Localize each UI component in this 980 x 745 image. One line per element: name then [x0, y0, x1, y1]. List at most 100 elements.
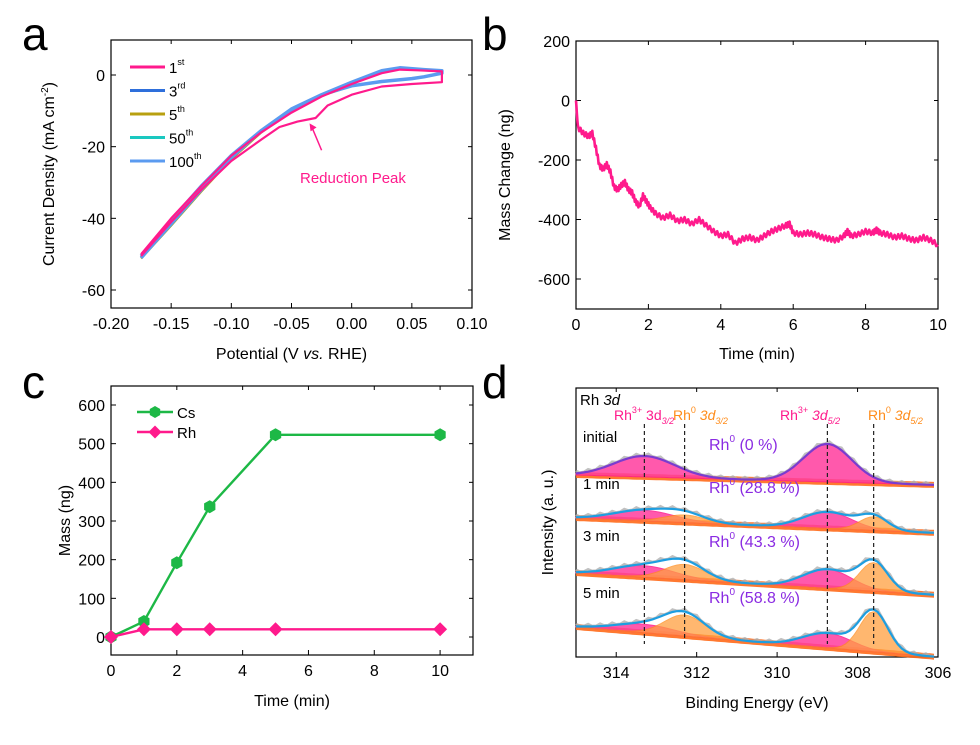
- annotation-arrow-head: [309, 123, 317, 132]
- y-axis-label: Mass Change (ng): [497, 109, 514, 241]
- x-axis-label: Potential (V vs. RHE): [216, 346, 367, 363]
- peak-label-sub: 5/2: [910, 416, 923, 426]
- rh0-percentage: Rh0 (0 %): [709, 434, 778, 454]
- y-tick-label: -40: [82, 211, 105, 228]
- rh0-text: Rh: [709, 534, 729, 551]
- x-tick-label: -0.05: [273, 316, 310, 333]
- legend-label-50th: 50th: [169, 128, 193, 148]
- x-tick-label: 308: [844, 665, 871, 682]
- rh0-value: (58.8 %): [735, 590, 800, 607]
- x-axis-label-italic: vs.: [303, 346, 323, 363]
- x-axis-label: Binding Energy (eV): [685, 695, 828, 712]
- series-line-Cs: [110, 433, 441, 639]
- peak-label-sup: 0: [886, 405, 891, 415]
- chart-b-mass-change: 0 2 4 6 8 10 200 0 -200 -400 -600 Time (min) Mass Ch…: [497, 34, 947, 363]
- marker-Cs: [434, 428, 446, 442]
- y-tick-label: 600: [78, 398, 105, 415]
- x-tick-label: 314: [603, 665, 630, 682]
- envelope-fit: [575, 442, 935, 486]
- peak-label-sup: 3+: [798, 405, 808, 415]
- plot-frame: [575, 387, 939, 658]
- x-axis-label: Time (min): [254, 693, 330, 710]
- marker-Rh: [433, 622, 448, 637]
- x-tick-label: 2: [172, 663, 181, 680]
- annotation-reduction-peak: Reduction Peak: [300, 170, 406, 187]
- legend-label-100th: 100th: [169, 151, 202, 171]
- x-tick-label: 6: [304, 663, 313, 680]
- chart-a-cyclic-voltammetry: -0.20 -0.15 -0.10 -0.05 0.00 0.05 0.10 0 -20 -40 -…: [40, 39, 488, 363]
- marker-Rh: [202, 622, 217, 637]
- x-tick-label: 0.00: [336, 316, 367, 333]
- title-element: Rh: [580, 392, 603, 409]
- y-tick-label: -60: [82, 283, 105, 300]
- rh0-value: (43.3 %): [735, 534, 800, 551]
- marker-Cs: [204, 500, 216, 514]
- legend-label-sup: st: [177, 57, 185, 67]
- legend-label-num: 1: [169, 60, 177, 77]
- plot-frame: [110, 39, 473, 309]
- y-tick-label: -600: [538, 272, 570, 289]
- rh0-text: Rh: [709, 590, 729, 607]
- legend-label-num: 100: [169, 154, 194, 171]
- spectrum-label: 3 min: [583, 528, 620, 545]
- marker-Rh: [136, 622, 151, 637]
- x-tick-label: 312: [683, 665, 710, 682]
- legend-label-sup: rd: [177, 81, 185, 91]
- y-tick-label: -200: [538, 153, 570, 170]
- x-axis-label-text: Potential (V: [216, 346, 303, 363]
- legend-label-1st: 1st: [169, 57, 185, 77]
- rh0-sup: 0: [729, 477, 735, 488]
- legend-label-sup: th: [194, 151, 202, 161]
- mass-change-line: [574, 100, 939, 248]
- y-tick-label: 0: [561, 94, 570, 111]
- x-axis-label-text: RHE): [324, 346, 368, 363]
- legend-label-3rd: 3rd: [169, 81, 185, 101]
- x-tick-label: 310: [764, 665, 791, 682]
- legend-label-5th: 5th: [169, 104, 185, 124]
- y-tick-label: 100: [78, 591, 105, 608]
- x-tick-label: 10: [929, 317, 947, 334]
- peak-label-element: Rh: [780, 407, 798, 423]
- peak-label-element: Rh: [673, 407, 691, 423]
- peak-label-sub: 3/2: [662, 416, 675, 426]
- x-tick-label: 2: [644, 317, 653, 334]
- cv-curve-1st: [140, 68, 443, 257]
- y-tick-label: 200: [543, 34, 570, 51]
- legend-label-Cs: Cs: [177, 405, 195, 422]
- legend-label-num: 3: [169, 84, 177, 101]
- envelope-fit: [575, 507, 935, 534]
- x-tick-label: 4: [716, 317, 725, 334]
- peak-label-orbital: 3d: [891, 407, 912, 423]
- x-tick-label: 306: [925, 665, 952, 682]
- peak-label-sub: 3/2: [715, 416, 728, 426]
- rh0-sup: 0: [729, 587, 735, 598]
- x-tick-label: 4: [238, 663, 247, 680]
- x-tick-label: -0.20: [93, 316, 130, 333]
- legend-label-sup: th: [177, 104, 185, 114]
- x-tick-label: 8: [370, 663, 379, 680]
- title-orbital: 3d: [603, 392, 620, 409]
- spectrum-label: 5 min: [583, 585, 620, 602]
- x-tick-label: 0: [107, 663, 116, 680]
- panel-label-c: c: [22, 356, 45, 408]
- marker-Cs: [138, 615, 150, 628]
- marker-Cs: [269, 428, 282, 442]
- legend-marker-Rh: [148, 425, 162, 439]
- y-axis-label: Mass (ng): [57, 485, 74, 556]
- rh0-text: Rh: [709, 437, 729, 454]
- peak-label-sub: 5/2: [828, 416, 841, 426]
- panel-label-d: d: [482, 356, 508, 408]
- y-tick-label: -400: [538, 213, 570, 230]
- spectrum-label: 1 min: [583, 476, 620, 493]
- peak-label: Rh3+ 3d3/2: [614, 405, 674, 426]
- legend-label-num: 50: [169, 131, 186, 148]
- x-tick-label: 0: [572, 317, 581, 334]
- peak-label-element: Rh: [868, 407, 886, 423]
- y-axis-label-text: ): [41, 82, 58, 87]
- y-tick-label: 200: [78, 553, 105, 570]
- y-axis-label: Intensity (a. u.): [540, 470, 557, 576]
- legend-label-num: 5: [169, 107, 177, 124]
- chart-d-xps-rh3d: 314 312 310 308 306 Binding Energy (eV) Intens…: [540, 387, 952, 712]
- rh0-percentage: Rh0 (28.8 %): [709, 477, 800, 497]
